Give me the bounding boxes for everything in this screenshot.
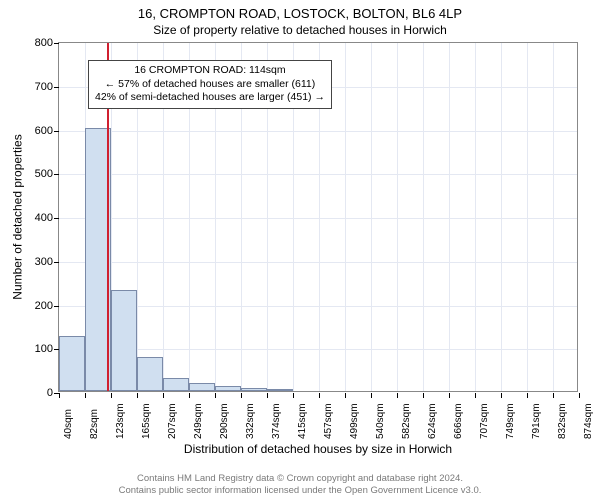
y-tick-label: 200 (19, 300, 53, 312)
annotation-line1: 16 CROMPTON ROAD: 114sqm (95, 64, 325, 78)
x-tick-label: 374sqm (271, 403, 282, 439)
histogram-bar (59, 336, 85, 391)
histogram-bar (267, 389, 293, 391)
chart-container: 16, CROMPTON ROAD, LOSTOCK, BOLTON, BL6 … (0, 0, 600, 500)
x-axis-title: Distribution of detached houses by size … (58, 442, 578, 456)
annotation-line2: ← 57% of detached houses are smaller (61… (95, 78, 325, 92)
annotation-box: 16 CROMPTON ROAD: 114sqm ← 57% of detach… (88, 60, 332, 109)
footer-line1: Contains HM Land Registry data © Crown c… (0, 473, 600, 485)
footer-line2: Contains public sector information licen… (0, 485, 600, 497)
histogram-bar (111, 290, 137, 392)
x-tick-label: 582sqm (401, 403, 412, 439)
x-tick-label: 207sqm (167, 403, 178, 439)
x-tick-label: 415sqm (297, 403, 308, 439)
x-tick-label: 457sqm (323, 403, 334, 439)
y-tick-label: 400 (19, 212, 53, 224)
x-tick-label: 791sqm (531, 403, 542, 439)
histogram-bar (163, 378, 189, 391)
y-tick-label: 800 (19, 37, 53, 49)
x-tick-label: 165sqm (141, 403, 152, 439)
x-tick-label: 290sqm (219, 403, 230, 439)
y-tick-label: 300 (19, 256, 53, 268)
histogram-bar (241, 388, 267, 392)
x-tick-label: 707sqm (479, 403, 490, 439)
y-tick-label: 100 (19, 343, 53, 355)
x-tick-label: 540sqm (375, 403, 386, 439)
x-tick-label: 332sqm (245, 403, 256, 439)
x-tick-label: 40sqm (63, 409, 74, 439)
chart-area: 010020030040050060070080040sqm82sqm123sq… (58, 42, 578, 392)
x-tick-label: 499sqm (349, 403, 360, 439)
x-tick-label: 832sqm (557, 403, 568, 439)
x-tick-label: 749sqm (505, 403, 516, 439)
footer-attribution: Contains HM Land Registry data © Crown c… (0, 473, 600, 497)
annotation-line3: 42% of semi-detached houses are larger (… (95, 91, 325, 105)
x-tick-label: 82sqm (89, 409, 100, 439)
chart-subtitle: Size of property relative to detached ho… (0, 21, 600, 41)
histogram-bar (215, 386, 241, 391)
y-tick-label: 600 (19, 125, 53, 137)
x-tick-label: 249sqm (193, 403, 204, 439)
histogram-bar (137, 357, 163, 391)
y-tick-label: 500 (19, 168, 53, 180)
histogram-bar (189, 383, 215, 391)
x-tick-label: 123sqm (115, 403, 126, 439)
y-tick-label: 0 (19, 387, 53, 399)
y-tick-label: 700 (19, 81, 53, 93)
page-title: 16, CROMPTON ROAD, LOSTOCK, BOLTON, BL6 … (0, 0, 600, 21)
x-tick-label: 666sqm (453, 403, 464, 439)
x-tick-label: 874sqm (583, 403, 594, 439)
x-tick-label: 624sqm (427, 403, 438, 439)
